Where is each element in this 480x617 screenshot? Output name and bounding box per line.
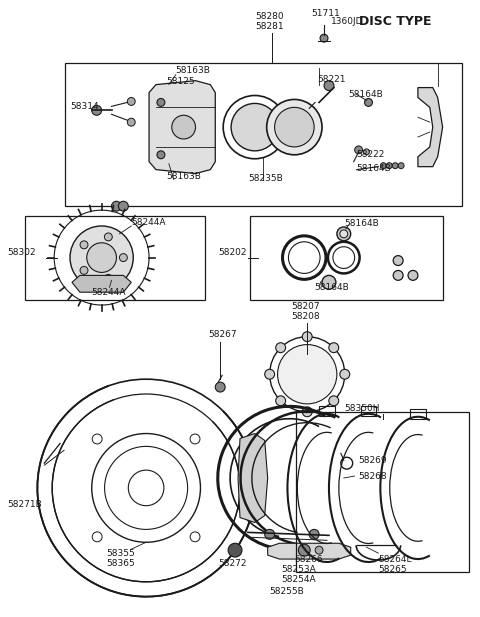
Text: 58271B: 58271B [8,500,42,509]
Text: 58272: 58272 [218,559,247,568]
Text: 58269: 58269 [359,456,387,465]
Text: 58314: 58314 [70,102,98,112]
Circle shape [80,267,88,275]
Text: 58222: 58222 [357,150,385,159]
Circle shape [277,344,337,404]
Text: 58163B: 58163B [176,66,211,75]
Circle shape [264,529,275,539]
Text: 58164B: 58164B [357,164,391,173]
Text: 58244A: 58244A [92,288,126,297]
Text: 58265: 58265 [378,565,407,574]
Text: DISC TYPE: DISC TYPE [359,15,431,28]
Circle shape [92,106,102,115]
Text: 58350H: 58350H [344,404,379,413]
Circle shape [276,342,286,352]
Circle shape [393,270,403,280]
Text: 58163B: 58163B [166,172,201,181]
Circle shape [104,233,112,241]
Circle shape [340,370,350,379]
Text: 58208: 58208 [291,312,320,321]
Polygon shape [149,81,216,173]
Text: 58125: 58125 [166,77,194,86]
Circle shape [408,270,418,280]
Text: 58355: 58355 [107,549,135,558]
Circle shape [298,544,310,556]
Circle shape [315,546,323,554]
Circle shape [392,163,398,168]
Circle shape [70,226,133,289]
Circle shape [276,396,286,406]
Circle shape [275,107,314,147]
Polygon shape [72,275,131,292]
Circle shape [119,201,128,211]
Text: 58253A: 58253A [281,565,316,574]
Text: 51711: 51711 [311,9,340,17]
Circle shape [302,407,312,416]
Circle shape [386,163,392,168]
Circle shape [216,382,225,392]
Circle shape [380,163,386,168]
Polygon shape [238,434,268,523]
Bar [250,216,443,300]
Circle shape [363,149,370,155]
Circle shape [111,201,121,211]
Circle shape [393,255,403,265]
Text: 58164B: 58164B [349,89,384,99]
Text: 58244A: 58244A [131,218,166,227]
Bar [65,63,462,206]
Text: 58221: 58221 [317,75,346,84]
Circle shape [264,370,275,379]
Text: 58302: 58302 [8,248,36,257]
Text: 58267: 58267 [208,329,237,339]
Circle shape [228,543,242,557]
Circle shape [329,342,339,352]
Polygon shape [268,543,351,559]
Circle shape [309,529,319,539]
Text: 58164B: 58164B [314,283,349,292]
Circle shape [337,227,351,241]
Circle shape [329,396,339,406]
Circle shape [104,275,112,282]
Text: 58164B: 58164B [344,219,379,228]
Text: 1360JD: 1360JD [331,17,363,27]
Circle shape [157,151,165,159]
Text: 58254A: 58254A [281,575,316,584]
Circle shape [322,275,336,289]
Circle shape [87,242,117,273]
Text: 58280: 58280 [255,12,284,22]
Circle shape [320,34,328,42]
Text: 58281: 58281 [255,22,284,31]
Text: 58235B: 58235B [248,173,283,183]
Text: 58202: 58202 [218,248,247,257]
Circle shape [157,99,165,106]
Text: 58365: 58365 [107,559,135,568]
Circle shape [267,99,322,155]
Text: 58207: 58207 [291,302,320,311]
Circle shape [302,332,312,342]
Bar [24,216,205,300]
Circle shape [355,146,362,154]
Circle shape [172,115,195,139]
Circle shape [324,81,334,91]
Text: 58266: 58266 [294,555,323,564]
Circle shape [120,254,127,262]
Circle shape [80,241,88,249]
Circle shape [127,118,135,126]
Circle shape [231,104,278,151]
Bar [296,412,469,572]
Circle shape [364,99,372,106]
Text: 58268: 58268 [359,471,387,481]
Circle shape [127,97,135,106]
Circle shape [398,163,404,168]
Text: 58255B: 58255B [270,587,304,596]
Text: 58264L: 58264L [378,555,412,564]
Circle shape [340,230,348,238]
Polygon shape [418,88,443,167]
